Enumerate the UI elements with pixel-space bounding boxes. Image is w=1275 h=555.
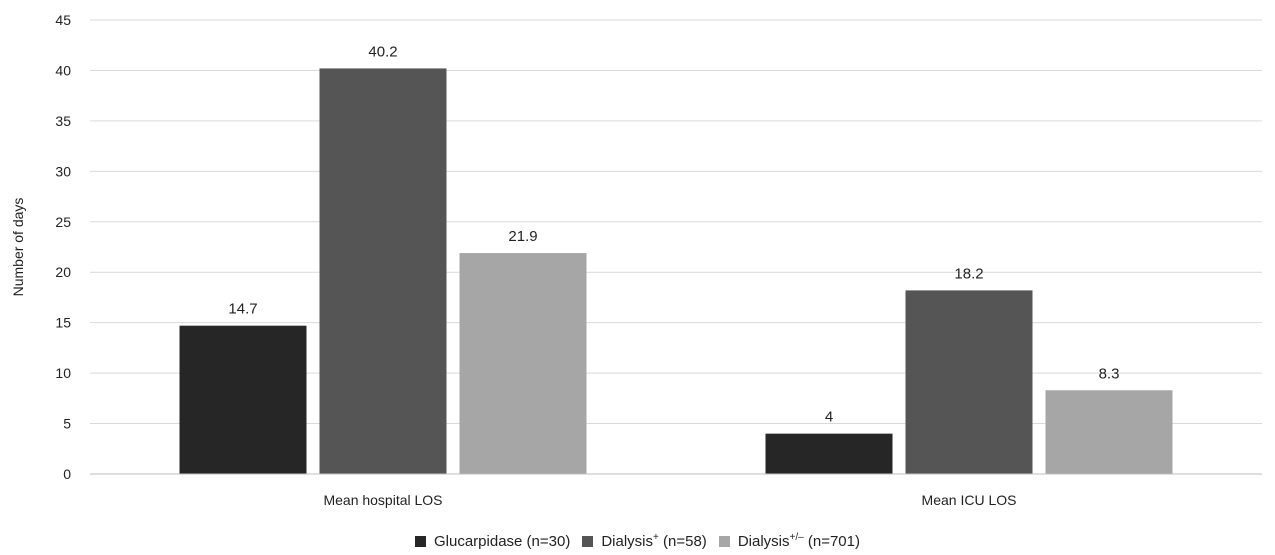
bar [179, 325, 307, 474]
data-label: 18.2 [954, 265, 983, 282]
legend-item: Dialysis+ (n=58) [582, 532, 707, 551]
legend-swatch [718, 536, 730, 547]
legend-swatch [415, 536, 426, 547]
y-tick-label: 5 [63, 416, 71, 432]
bar [319, 68, 447, 474]
y-axis-title: Number of days [10, 198, 26, 297]
data-label: 8.3 [1099, 365, 1120, 382]
data-label: 40.2 [368, 43, 397, 60]
data-label: 4 [825, 409, 833, 426]
bar [765, 433, 893, 474]
legend-label-base: Dialysis [737, 533, 790, 550]
data-label: 14.7 [228, 301, 257, 318]
bar [459, 253, 587, 474]
legend-label: Dialysis+/– (n=701) [737, 532, 860, 551]
legend-label-base: Dialysis [601, 533, 654, 550]
legend-label-tail: (n=701) [803, 533, 860, 550]
legend-label: Dialysis+ (n=58) [601, 532, 707, 551]
legend-label-superscript: + [653, 532, 659, 543]
bar [905, 290, 1033, 474]
legend-label-tail: (n=58) [658, 533, 707, 550]
x-category-label: Mean hospital LOS [323, 492, 442, 508]
y-tick-label: 25 [55, 214, 71, 230]
y-tick-label: 0 [63, 466, 71, 482]
x-category-label: Mean ICU LOS [922, 492, 1017, 508]
legend-swatch [582, 536, 594, 547]
y-tick-label: 10 [55, 365, 71, 381]
y-tick-label: 40 [55, 62, 71, 78]
y-tick-label: 30 [55, 163, 71, 179]
y-tick-label: 35 [55, 113, 71, 129]
legend-item: Glucarpidase (n=30) [415, 533, 570, 550]
y-tick-label: 20 [55, 264, 71, 280]
y-tick-label: 15 [55, 315, 71, 331]
bar-chart-svg: 0 5 10 15 20 25 30 35 40 45 Number of days 14.7 40.2… [10, 12, 1262, 508]
legend-item: Dialysis+/– (n=701) [718, 532, 860, 551]
legend-label-superscript: +/– [789, 532, 804, 543]
data-label: 21.9 [508, 228, 537, 245]
bar [1045, 390, 1173, 474]
y-tick-label: 45 [55, 12, 71, 28]
legend: Glucarpidase (n=30) Dialysis+ (n=58) Dialy… [0, 533, 1275, 550]
legend-label: Glucarpidase (n=30) [434, 533, 570, 550]
legend-label-base: Glucarpidase (n=30) [434, 533, 571, 550]
